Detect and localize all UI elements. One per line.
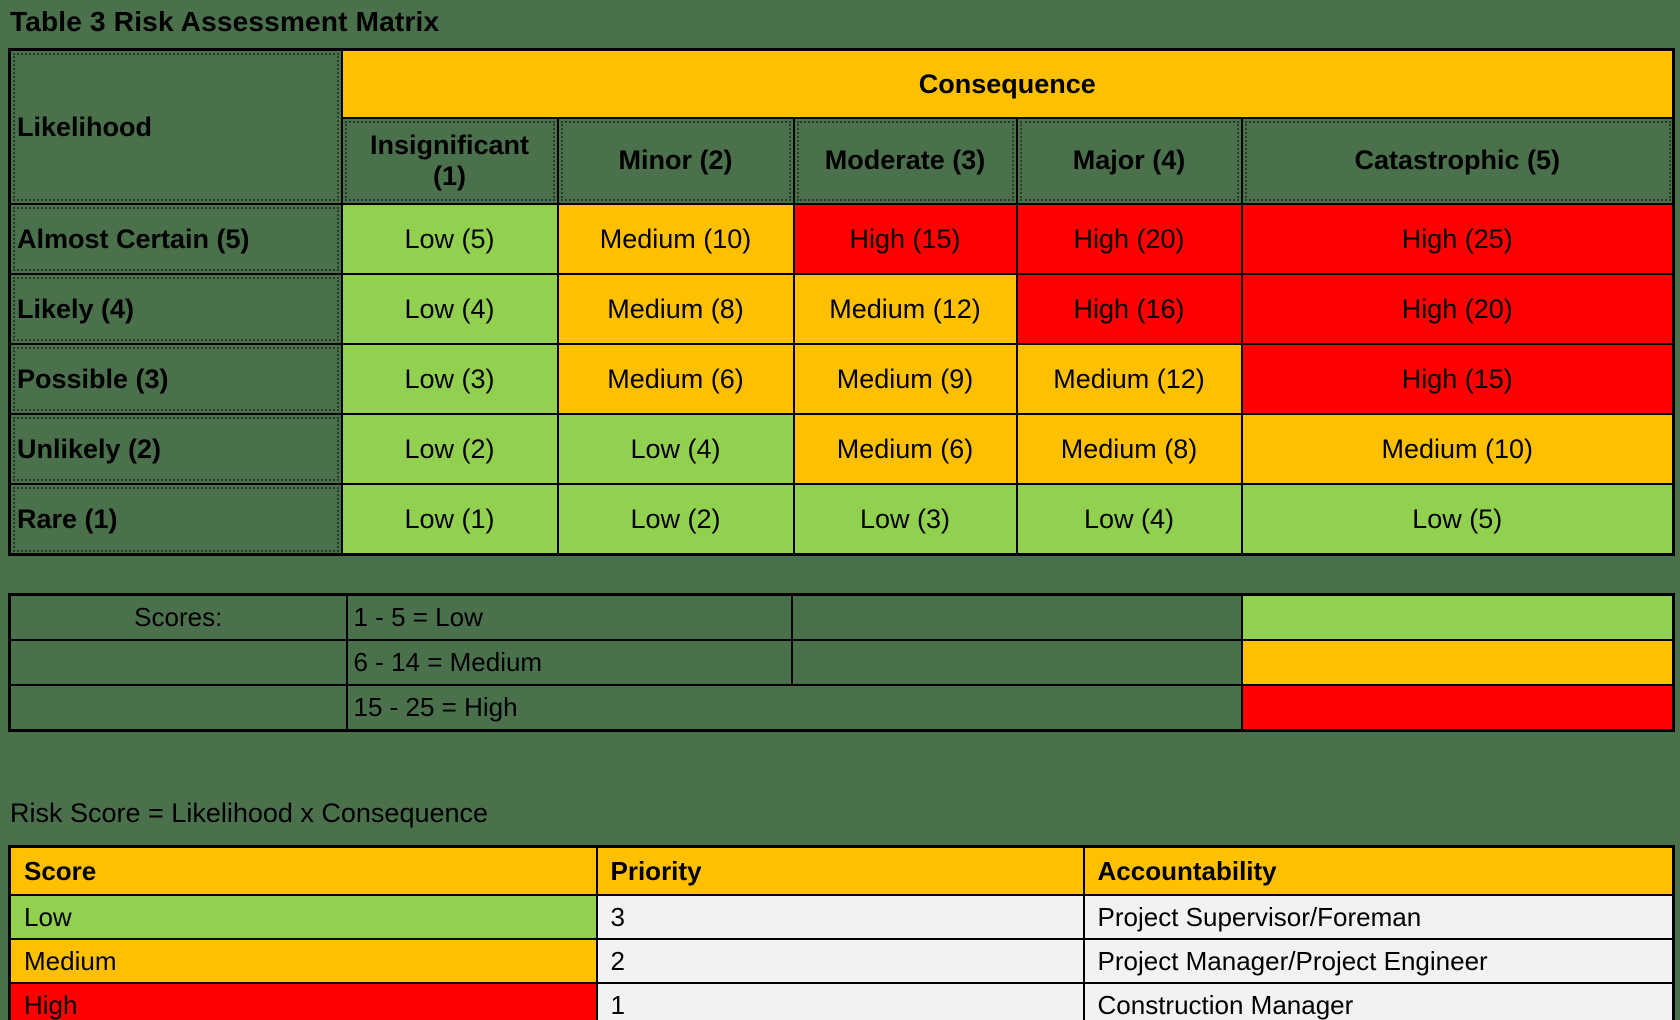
risk-cell: Medium (8) [1015, 413, 1243, 485]
matrix-row-almost-certain: Almost Certain (5) Low (5) Medium (10) H… [8, 203, 1675, 275]
risk-cell: High (15) [1240, 343, 1675, 415]
priority-row-low: Low 3 Project Supervisor/Foreman [8, 894, 1675, 940]
risk-cell: Low (3) [340, 343, 559, 415]
risk-cell: Low (5) [340, 203, 559, 275]
risk-cell: Low (4) [1015, 483, 1243, 556]
priority-row-high: High 1 Construction Manager [8, 982, 1675, 1020]
page-title: Table 3 Risk Assessment Matrix [10, 6, 440, 37]
empty-cell [790, 593, 1243, 641]
risk-cell: Medium (10) [1240, 413, 1675, 485]
high-color-swatch [1240, 684, 1675, 732]
consequence-level-header: Catastrophic (5) [1240, 117, 1675, 205]
risk-score-formula-note: Risk Score = Likelihood x Consequence [10, 798, 489, 828]
accountability-cell: Project Manager/Project Engineer [1082, 938, 1675, 984]
score-level-cell: Low [8, 894, 598, 940]
risk-cell: Low (2) [556, 483, 795, 556]
likelihood-row-label: Unlikely (2) [8, 413, 343, 485]
priority-accountability-table: Score Priority Accountability Low 3 Proj… [8, 845, 1675, 1020]
risk-cell: High (15) [792, 203, 1018, 275]
score-range-text: 1 - 5 = Low [345, 593, 793, 641]
risk-cell: High (16) [1015, 273, 1243, 345]
risk-cell: Low (4) [340, 273, 559, 345]
consequence-level-header: Minor (2) [556, 117, 795, 205]
matrix-header-row: Likelihood Consequence [8, 48, 1675, 205]
risk-cell: High (20) [1015, 203, 1243, 275]
empty-cell [790, 639, 1243, 686]
risk-cell: Medium (12) [1015, 343, 1243, 415]
consequence-header-cell: Consequence [340, 48, 1675, 119]
consequence-level-header: Insignificant (1) [340, 117, 559, 205]
risk-cell: High (25) [1240, 203, 1675, 275]
score-level-cell: Medium [8, 938, 598, 984]
accountability-column-header: Accountability [1082, 845, 1675, 896]
risk-cell: Low (2) [340, 413, 559, 485]
scores-label: Scores: [8, 593, 348, 641]
likelihood-row-label: Rare (1) [8, 483, 343, 556]
matrix-row-possible: Possible (3) Low (3) Medium (6) Medium (… [8, 343, 1675, 415]
scores-legend-table: Scores: 1 - 5 = Low 6 - 14 = Medium 15 -… [8, 593, 1675, 732]
priority-column-header: Priority [595, 845, 1085, 896]
risk-cell: Medium (9) [792, 343, 1018, 415]
priority-value-cell: 1 [595, 982, 1085, 1020]
matrix-row-rare: Rare (1) Low (1) Low (2) Low (3) Low (4)… [8, 483, 1675, 556]
priority-header-row: Score Priority Accountability [8, 845, 1675, 896]
score-range-text: 6 - 14 = Medium [345, 639, 793, 686]
consequence-level-header: Moderate (3) [792, 117, 1018, 205]
risk-cell: Low (4) [556, 413, 795, 485]
score-column-header: Score [8, 845, 598, 896]
priority-value-cell: 3 [595, 894, 1085, 940]
legend-row-high: 15 - 25 = High [8, 684, 1675, 732]
likelihood-row-label: Almost Certain (5) [8, 203, 343, 275]
empty-cell [8, 684, 348, 732]
risk-cell: Medium (8) [556, 273, 795, 345]
risk-cell: Low (3) [792, 483, 1018, 556]
matrix-row-unlikely: Unlikely (2) Low (2) Low (4) Medium (6) … [8, 413, 1675, 485]
matrix-subheader-row: Insignificant (1) Minor (2) Moderate (3)… [10, 117, 1675, 205]
risk-cell: Low (5) [1240, 483, 1675, 556]
low-color-swatch [1240, 593, 1675, 641]
empty-cell [8, 639, 348, 686]
accountability-cell: Project Supervisor/Foreman [1082, 894, 1675, 940]
likelihood-row-label: Possible (3) [8, 343, 343, 415]
consequence-level-header: Major (4) [1015, 117, 1243, 205]
risk-cell: Medium (12) [792, 273, 1018, 345]
likelihood-header-cell: Likelihood [8, 48, 343, 205]
risk-matrix-table: Likelihood Consequence Insignificant (1)… [8, 48, 1676, 556]
matrix-row-likely: Likely (4) Low (4) Medium (8) Medium (12… [8, 273, 1675, 345]
likelihood-row-label: Likely (4) [8, 273, 343, 345]
priority-row-medium: Medium 2 Project Manager/Project Enginee… [8, 938, 1675, 984]
accountability-cell: Construction Manager [1082, 982, 1675, 1020]
score-range-text: 15 - 25 = High [345, 684, 1243, 732]
priority-value-cell: 2 [595, 938, 1085, 984]
risk-cell: Medium (10) [556, 203, 795, 275]
risk-cell: Low (1) [340, 483, 559, 556]
legend-row-low: Scores: 1 - 5 = Low [8, 593, 1675, 641]
legend-row-medium: 6 - 14 = Medium [8, 639, 1675, 686]
risk-cell: Medium (6) [792, 413, 1018, 485]
medium-color-swatch [1240, 639, 1675, 686]
score-level-cell: High [8, 982, 598, 1020]
risk-cell: High (20) [1240, 273, 1675, 345]
risk-cell: Medium (6) [556, 343, 795, 415]
